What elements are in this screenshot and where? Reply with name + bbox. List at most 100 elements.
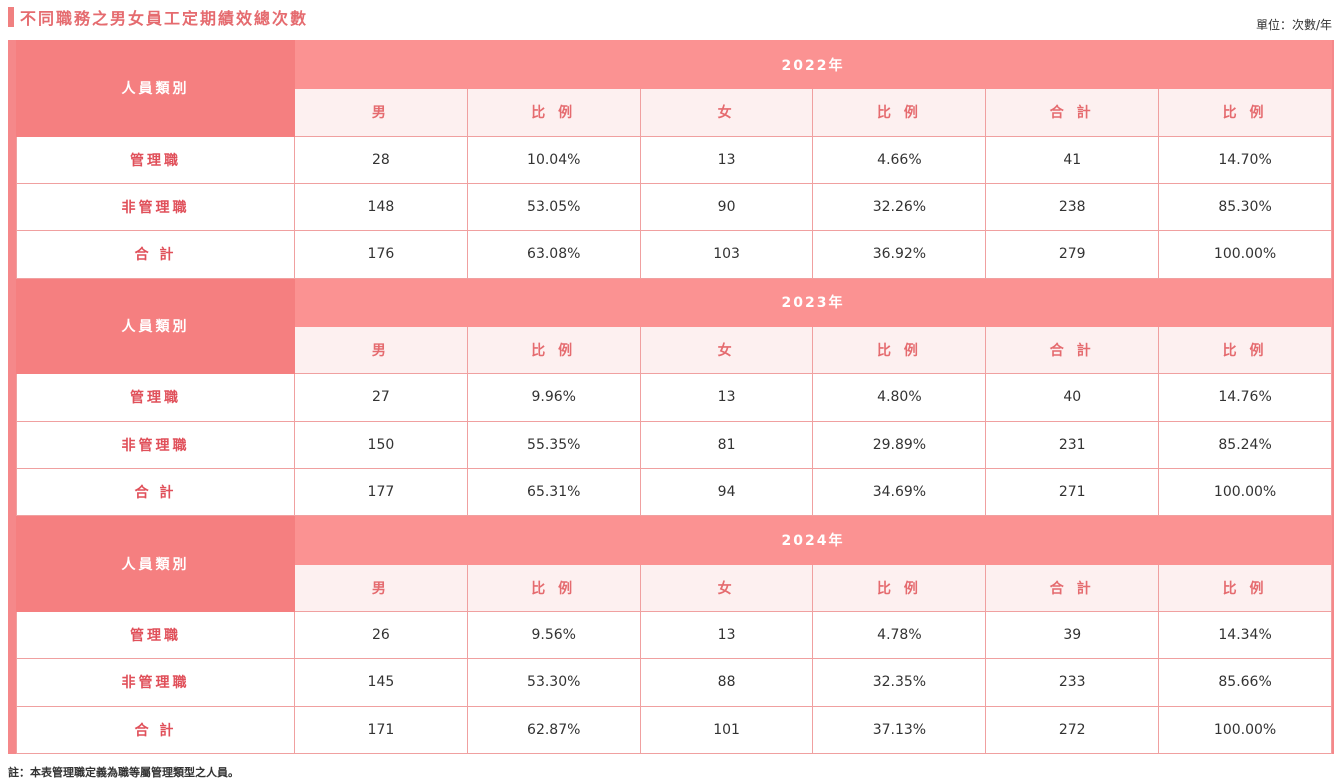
table-cell: 41 — [985, 135, 1160, 184]
column-header: 男 — [294, 325, 468, 375]
table-cell: 90 — [639, 182, 814, 232]
table-cell: 231 — [985, 420, 1160, 469]
table-cell: 85.66% — [1158, 658, 1332, 707]
year-header-row: 人員類別 2024年 — [16, 515, 1332, 612]
table-cell: 94 — [639, 467, 814, 517]
title-accent-bar — [8, 7, 14, 27]
performance-table-container: 人員類別 2022年男比 例女比 例合 計比 例管理職 28 10.04% 13 4.66… — [8, 39, 1334, 755]
table-cell: 4.78% — [812, 610, 987, 660]
table-cell: 39 — [985, 610, 1160, 660]
year-header-row: 人員類別 2022年 — [16, 39, 1332, 137]
page-title: 不同職務之男女員工定期績效總次數 — [20, 9, 309, 28]
column-header: 比 例 — [1158, 563, 1332, 612]
table-cell: 101 — [639, 705, 814, 755]
column-header: 女 — [639, 325, 814, 375]
table-row: 合 計 177 65.31% 94 34.69% 271 100.00% — [16, 467, 1332, 517]
table-row: 管理職 28 10.04% 13 4.66% 41 14.70% — [16, 135, 1332, 184]
table-cell: 272 — [985, 705, 1160, 755]
table-cell: 177 — [294, 467, 468, 517]
table-cell: 279 — [985, 230, 1160, 279]
table-cell: 26 — [294, 610, 468, 660]
column-header-row: 男比 例女比 例合 計比 例 — [17, 563, 1332, 612]
table-cell: 9.56% — [466, 610, 641, 660]
column-header: 合 計 — [985, 88, 1160, 137]
table-cell: 9.96% — [466, 373, 641, 422]
row-label: 管理職 — [16, 135, 295, 184]
table-cell: 13 — [639, 373, 814, 422]
performance-table: 人員類別 2022年男比 例女比 例合 計比 例管理職 28 10.04% 13 4.66… — [16, 39, 1332, 755]
table-row: 合 計 171 62.87% 101 37.13% 272 100.00% — [16, 705, 1332, 755]
table-row: 管理職 26 9.56% 13 4.78% 39 14.34% — [16, 610, 1332, 660]
category-header: 人員類別 — [16, 277, 295, 375]
table-row: 管理職 27 9.96% 13 4.80% 40 14.76% — [16, 373, 1332, 422]
year-header-row: 人員類別 2023年 — [16, 277, 1332, 375]
column-header: 比 例 — [1158, 325, 1332, 375]
table-cell: 171 — [294, 705, 468, 755]
table-cell: 233 — [985, 658, 1160, 707]
column-header: 男 — [294, 563, 468, 612]
table-row: 非管理職 150 55.35% 81 29.89% 231 85.24% — [16, 420, 1332, 469]
table-cell: 103 — [639, 230, 814, 279]
column-header: 男 — [294, 88, 468, 137]
year-header: 2023年 — [294, 277, 1332, 327]
table-cell: 29.89% — [812, 420, 987, 469]
table-cell: 27 — [294, 373, 468, 422]
row-label: 合 計 — [16, 467, 295, 517]
table-cell: 85.24% — [1158, 420, 1332, 469]
table-cell: 37.13% — [812, 705, 987, 755]
table-cell: 100.00% — [1158, 467, 1332, 517]
table-cell: 63.08% — [466, 230, 641, 279]
row-label: 非管理職 — [16, 658, 295, 707]
table-cell: 176 — [294, 230, 468, 279]
table-cell: 53.05% — [466, 182, 641, 232]
column-header: 比 例 — [812, 325, 987, 375]
category-header: 人員類別 — [16, 515, 295, 612]
row-label: 合 計 — [16, 230, 295, 279]
page-title-bar: 不同職務之男女員工定期績效總次數 — [8, 6, 308, 28]
table-cell: 32.26% — [812, 182, 987, 232]
column-header: 比 例 — [1158, 88, 1332, 137]
table-cell: 65.31% — [466, 467, 641, 517]
table-cell: 32.35% — [812, 658, 987, 707]
column-header: 比 例 — [466, 325, 641, 375]
row-label: 合 計 — [16, 705, 295, 755]
column-header: 合 計 — [985, 563, 1160, 612]
table-cell: 238 — [985, 182, 1160, 232]
table-cell: 62.87% — [466, 705, 641, 755]
column-header: 合 計 — [985, 325, 1160, 375]
table-cell: 81 — [639, 420, 814, 469]
table-cell: 13 — [639, 610, 814, 660]
category-header: 人員類別 — [16, 40, 295, 137]
table-cell: 100.00% — [1158, 705, 1332, 755]
row-label: 非管理職 — [16, 182, 295, 232]
table-cell: 36.92% — [812, 230, 987, 279]
year-header: 2024年 — [294, 515, 1332, 565]
column-header: 女 — [639, 563, 814, 612]
year-header: 2022年 — [294, 39, 1332, 90]
column-header: 比 例 — [812, 88, 987, 137]
column-header: 比 例 — [466, 563, 641, 612]
table-cell: 40 — [985, 373, 1160, 422]
row-label: 管理職 — [16, 610, 295, 660]
table-row: 非管理職 148 53.05% 90 32.26% 238 85.30% — [16, 182, 1332, 232]
table-cell: 85.30% — [1158, 182, 1332, 232]
table-cell: 88 — [639, 658, 814, 707]
table-row: 合 計 176 63.08% 103 36.92% 279 100.00% — [16, 230, 1332, 279]
table-cell: 271 — [985, 467, 1160, 517]
column-header: 比 例 — [466, 88, 641, 137]
row-label: 非管理職 — [16, 420, 295, 469]
table-row: 非管理職 145 53.30% 88 32.35% 233 85.66% — [16, 658, 1332, 707]
column-header: 比 例 — [812, 563, 987, 612]
table-cell: 148 — [294, 182, 468, 232]
table-cell: 14.70% — [1158, 135, 1332, 184]
table-cell: 34.69% — [812, 467, 987, 517]
table-cell: 14.76% — [1158, 373, 1332, 422]
column-header-row: 男比 例女比 例合 計比 例 — [17, 325, 1332, 375]
table-cell: 150 — [294, 420, 468, 469]
table-cell: 4.80% — [812, 373, 987, 422]
table-cell: 53.30% — [466, 658, 641, 707]
unit-label: 單位：次數/年 — [1255, 18, 1332, 32]
column-header-row: 男比 例女比 例合 計比 例 — [17, 88, 1332, 137]
table-cell: 13 — [639, 135, 814, 184]
column-header: 女 — [639, 88, 814, 137]
